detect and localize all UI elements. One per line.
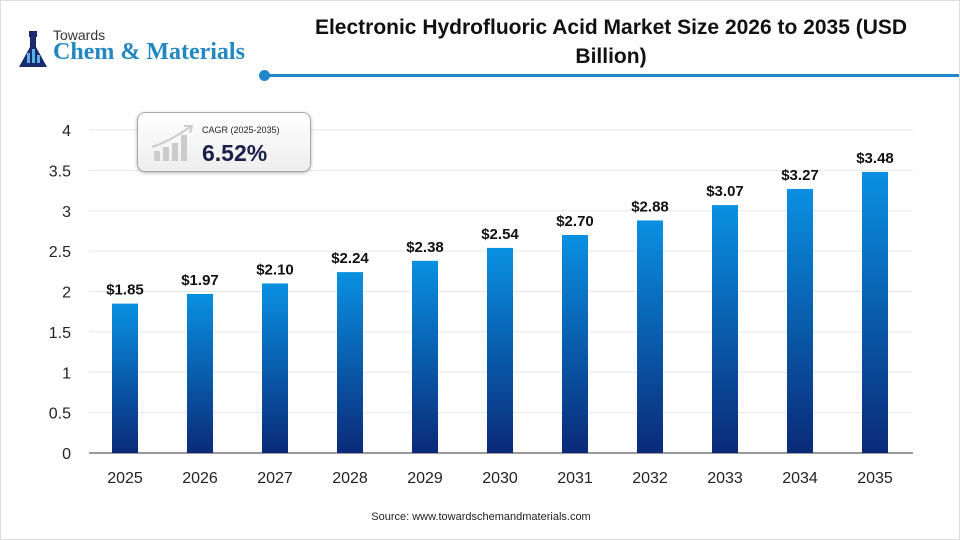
x-tick-label: 2027: [257, 470, 293, 487]
x-tick-label: 2025: [107, 470, 143, 487]
data-label: $3.27: [781, 167, 819, 184]
x-tick-label: 2032: [632, 470, 668, 487]
x-tick-label: 2028: [332, 470, 368, 487]
bar: [487, 247, 513, 453]
y-tick-label: 1: [62, 365, 71, 382]
y-tick-label: 0: [62, 446, 71, 463]
data-label: $2.10: [256, 261, 294, 278]
bar: [412, 260, 438, 453]
y-tick-label: 2: [62, 285, 71, 302]
y-tick-label: 1.5: [49, 325, 71, 342]
title-rule: [263, 74, 959, 77]
brand-line1: Towards: [53, 27, 106, 43]
data-label: $1.97: [181, 272, 219, 289]
x-tick-label: 2034: [782, 470, 818, 487]
flask-icon: [19, 31, 47, 67]
data-label: $2.24: [331, 250, 369, 267]
cagr-label: CAGR (2025-2035): [202, 125, 280, 135]
data-label: $3.07: [706, 183, 744, 200]
y-tick-label: 4: [62, 123, 71, 140]
x-tick-label: 2033: [707, 470, 743, 487]
y-tick-label: 2.5: [49, 244, 71, 261]
x-tick-label: 2031: [557, 470, 593, 487]
bar: [262, 283, 288, 453]
bar: [337, 272, 363, 453]
x-tick-label: 2029: [407, 470, 443, 487]
data-label: $2.88: [631, 198, 669, 215]
bar: [562, 234, 588, 453]
x-tick-label: 2026: [182, 470, 218, 487]
data-label: $2.54: [481, 226, 519, 243]
cagr-box: CAGR (2025-2035) 6.52%: [137, 112, 311, 172]
data-label: $2.38: [406, 239, 444, 256]
x-tick-label: 2035: [857, 470, 893, 487]
brand-line2: Chem & Materials: [53, 39, 245, 65]
bar: [637, 220, 663, 453]
data-label: $3.48: [856, 150, 894, 167]
bar: [862, 171, 888, 454]
y-tick-label: 3: [62, 204, 71, 221]
y-tick-label: 3.5: [49, 163, 71, 180]
growth-chart-icon: [151, 125, 194, 161]
data-label: $2.70: [556, 213, 594, 230]
data-label: $1.85: [106, 282, 144, 299]
x-tick-label: 2030: [482, 470, 518, 487]
y-tick-label: 0.5: [49, 406, 71, 423]
bar: [112, 303, 138, 453]
bar: [787, 188, 813, 453]
cagr-value: 6.52%: [202, 140, 268, 166]
source-note: Source: www.towardschemandmaterials.com: [371, 511, 591, 523]
bar: [712, 205, 738, 453]
bar: [187, 293, 213, 453]
chart-title: Electronic Hydrofluoric Acid Market Size…: [314, 16, 908, 68]
